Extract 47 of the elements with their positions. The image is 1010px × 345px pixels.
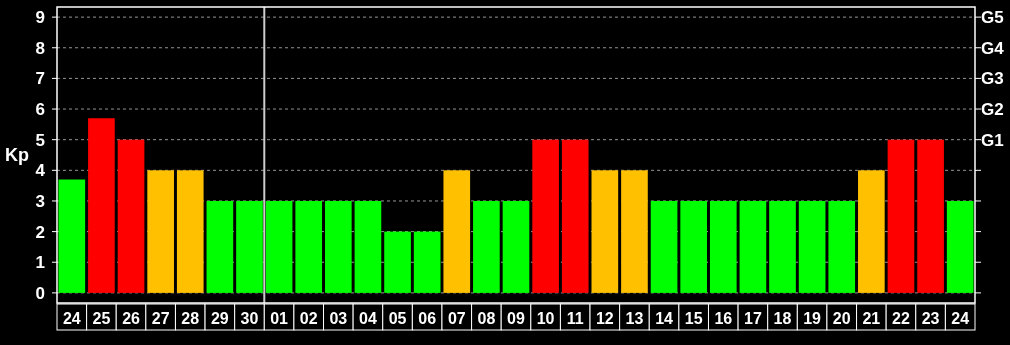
y-tick-label: 9 xyxy=(35,8,45,28)
y-tick-label: 1 xyxy=(35,253,45,273)
y-tick-label: 6 xyxy=(35,99,45,119)
x-tick-label: 24 xyxy=(62,309,81,327)
x-tick-label: 13 xyxy=(625,309,644,327)
x-tick-label: 25 xyxy=(92,309,111,327)
x-tick-label: 06 xyxy=(418,309,437,327)
x-tick-label: 07 xyxy=(447,309,466,327)
y-tick-label: 4 xyxy=(35,161,46,181)
x-tick-label: 23 xyxy=(921,309,940,327)
x-tick-label: 22 xyxy=(892,309,910,327)
x-tick-label: 28 xyxy=(181,309,200,327)
y-axis-title: Kp xyxy=(5,145,29,166)
x-tick-label: 24 xyxy=(951,309,970,327)
x-tick-label: 05 xyxy=(388,309,407,327)
y-tick-label: 2 xyxy=(35,222,45,242)
x-tick-label: 08 xyxy=(477,309,496,327)
y-tick-label: 7 xyxy=(35,69,45,89)
y-tick-label: 8 xyxy=(35,38,45,58)
x-tick-label: 20 xyxy=(832,309,851,327)
x-tick-label: 01 xyxy=(270,309,289,327)
y-tick-label: 3 xyxy=(35,191,45,211)
x-tick-label: 19 xyxy=(803,309,822,327)
x-tick-label: 04 xyxy=(359,309,377,327)
y-tick-label: 5 xyxy=(35,130,45,150)
x-tick-label: 15 xyxy=(684,309,703,327)
x-tick-label: 02 xyxy=(299,309,318,327)
x-tick-label: 27 xyxy=(151,309,170,327)
x-tick-label: 10 xyxy=(536,309,555,327)
x-tick-label: 03 xyxy=(329,309,348,327)
x-tick-label: 14 xyxy=(655,309,674,327)
x-tick-label: 12 xyxy=(595,309,614,327)
x-tick-label: 09 xyxy=(507,309,525,327)
y-tick-label: 0 xyxy=(35,283,45,303)
x-tick-label: 30 xyxy=(240,309,259,327)
x-tick-label: 17 xyxy=(744,309,762,327)
text: G1 xyxy=(981,130,1004,150)
x-tick-label: 26 xyxy=(122,309,141,327)
x-tick-label: 29 xyxy=(210,309,229,327)
x-tick-label: 11 xyxy=(566,309,584,327)
text: G4 xyxy=(981,38,1005,58)
text: G3 xyxy=(981,69,1004,89)
x-tick-label: 21 xyxy=(862,309,881,327)
text: G5 xyxy=(981,8,1004,28)
x-tick-label: 16 xyxy=(714,309,733,327)
text: G2 xyxy=(981,99,1004,119)
x-tick-label: 18 xyxy=(773,309,792,327)
